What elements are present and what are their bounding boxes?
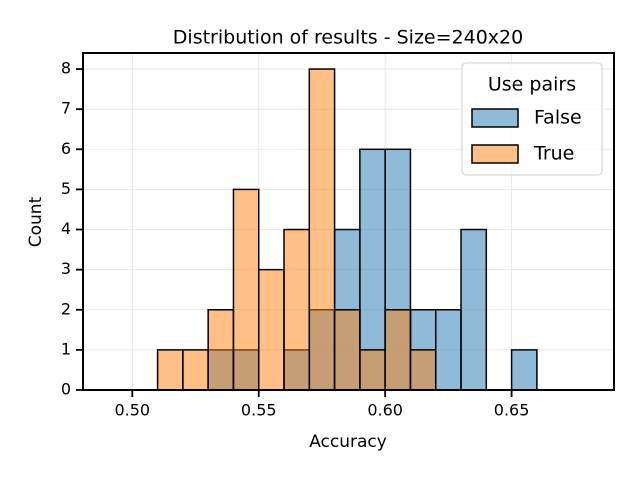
legend-label: False bbox=[534, 107, 582, 129]
y-tick-label: 7 bbox=[61, 99, 71, 118]
x-tick-label: 0.65 bbox=[494, 401, 530, 420]
x-tick-label: 0.60 bbox=[367, 401, 403, 420]
histogram-bar bbox=[460, 228, 488, 391]
y-tick-label: 0 bbox=[61, 380, 71, 399]
histogram-bar bbox=[359, 349, 386, 391]
histogram-bar bbox=[409, 349, 437, 391]
histogram-bar bbox=[308, 68, 336, 391]
plot-frame bbox=[82, 52, 615, 391]
legend-swatch bbox=[471, 108, 519, 128]
histogram-bar bbox=[207, 309, 235, 391]
legend-title: Use pairs bbox=[488, 74, 576, 96]
x-tick-label: 0.50 bbox=[114, 401, 150, 420]
histogram-bar bbox=[257, 268, 285, 391]
histogram-bar bbox=[510, 349, 538, 391]
histogram-bar bbox=[156, 349, 184, 391]
histogram-bar bbox=[232, 188, 260, 391]
legend-label: True bbox=[533, 143, 574, 165]
chart-title: Distribution of results - Size=240x20 bbox=[173, 27, 523, 49]
y-tick-label: 1 bbox=[61, 339, 71, 358]
y-tick-label: 8 bbox=[61, 59, 71, 78]
y-tick-label: 5 bbox=[61, 179, 71, 198]
histogram-bar bbox=[434, 309, 462, 391]
legend-swatch bbox=[471, 144, 519, 164]
histogram-bar bbox=[384, 309, 412, 391]
y-axis-label: Count bbox=[26, 196, 46, 247]
y-tick-label: 3 bbox=[61, 259, 71, 278]
y-tick-label: 6 bbox=[61, 139, 71, 158]
histogram-bar bbox=[333, 309, 361, 391]
histogram-bar bbox=[283, 228, 311, 391]
x-axis-label: Accuracy bbox=[309, 432, 387, 452]
y-tick-label: 2 bbox=[61, 299, 71, 318]
x-tick-label: 0.55 bbox=[241, 401, 277, 420]
histogram-bar bbox=[182, 349, 209, 391]
y-tick-label: 4 bbox=[61, 219, 71, 238]
